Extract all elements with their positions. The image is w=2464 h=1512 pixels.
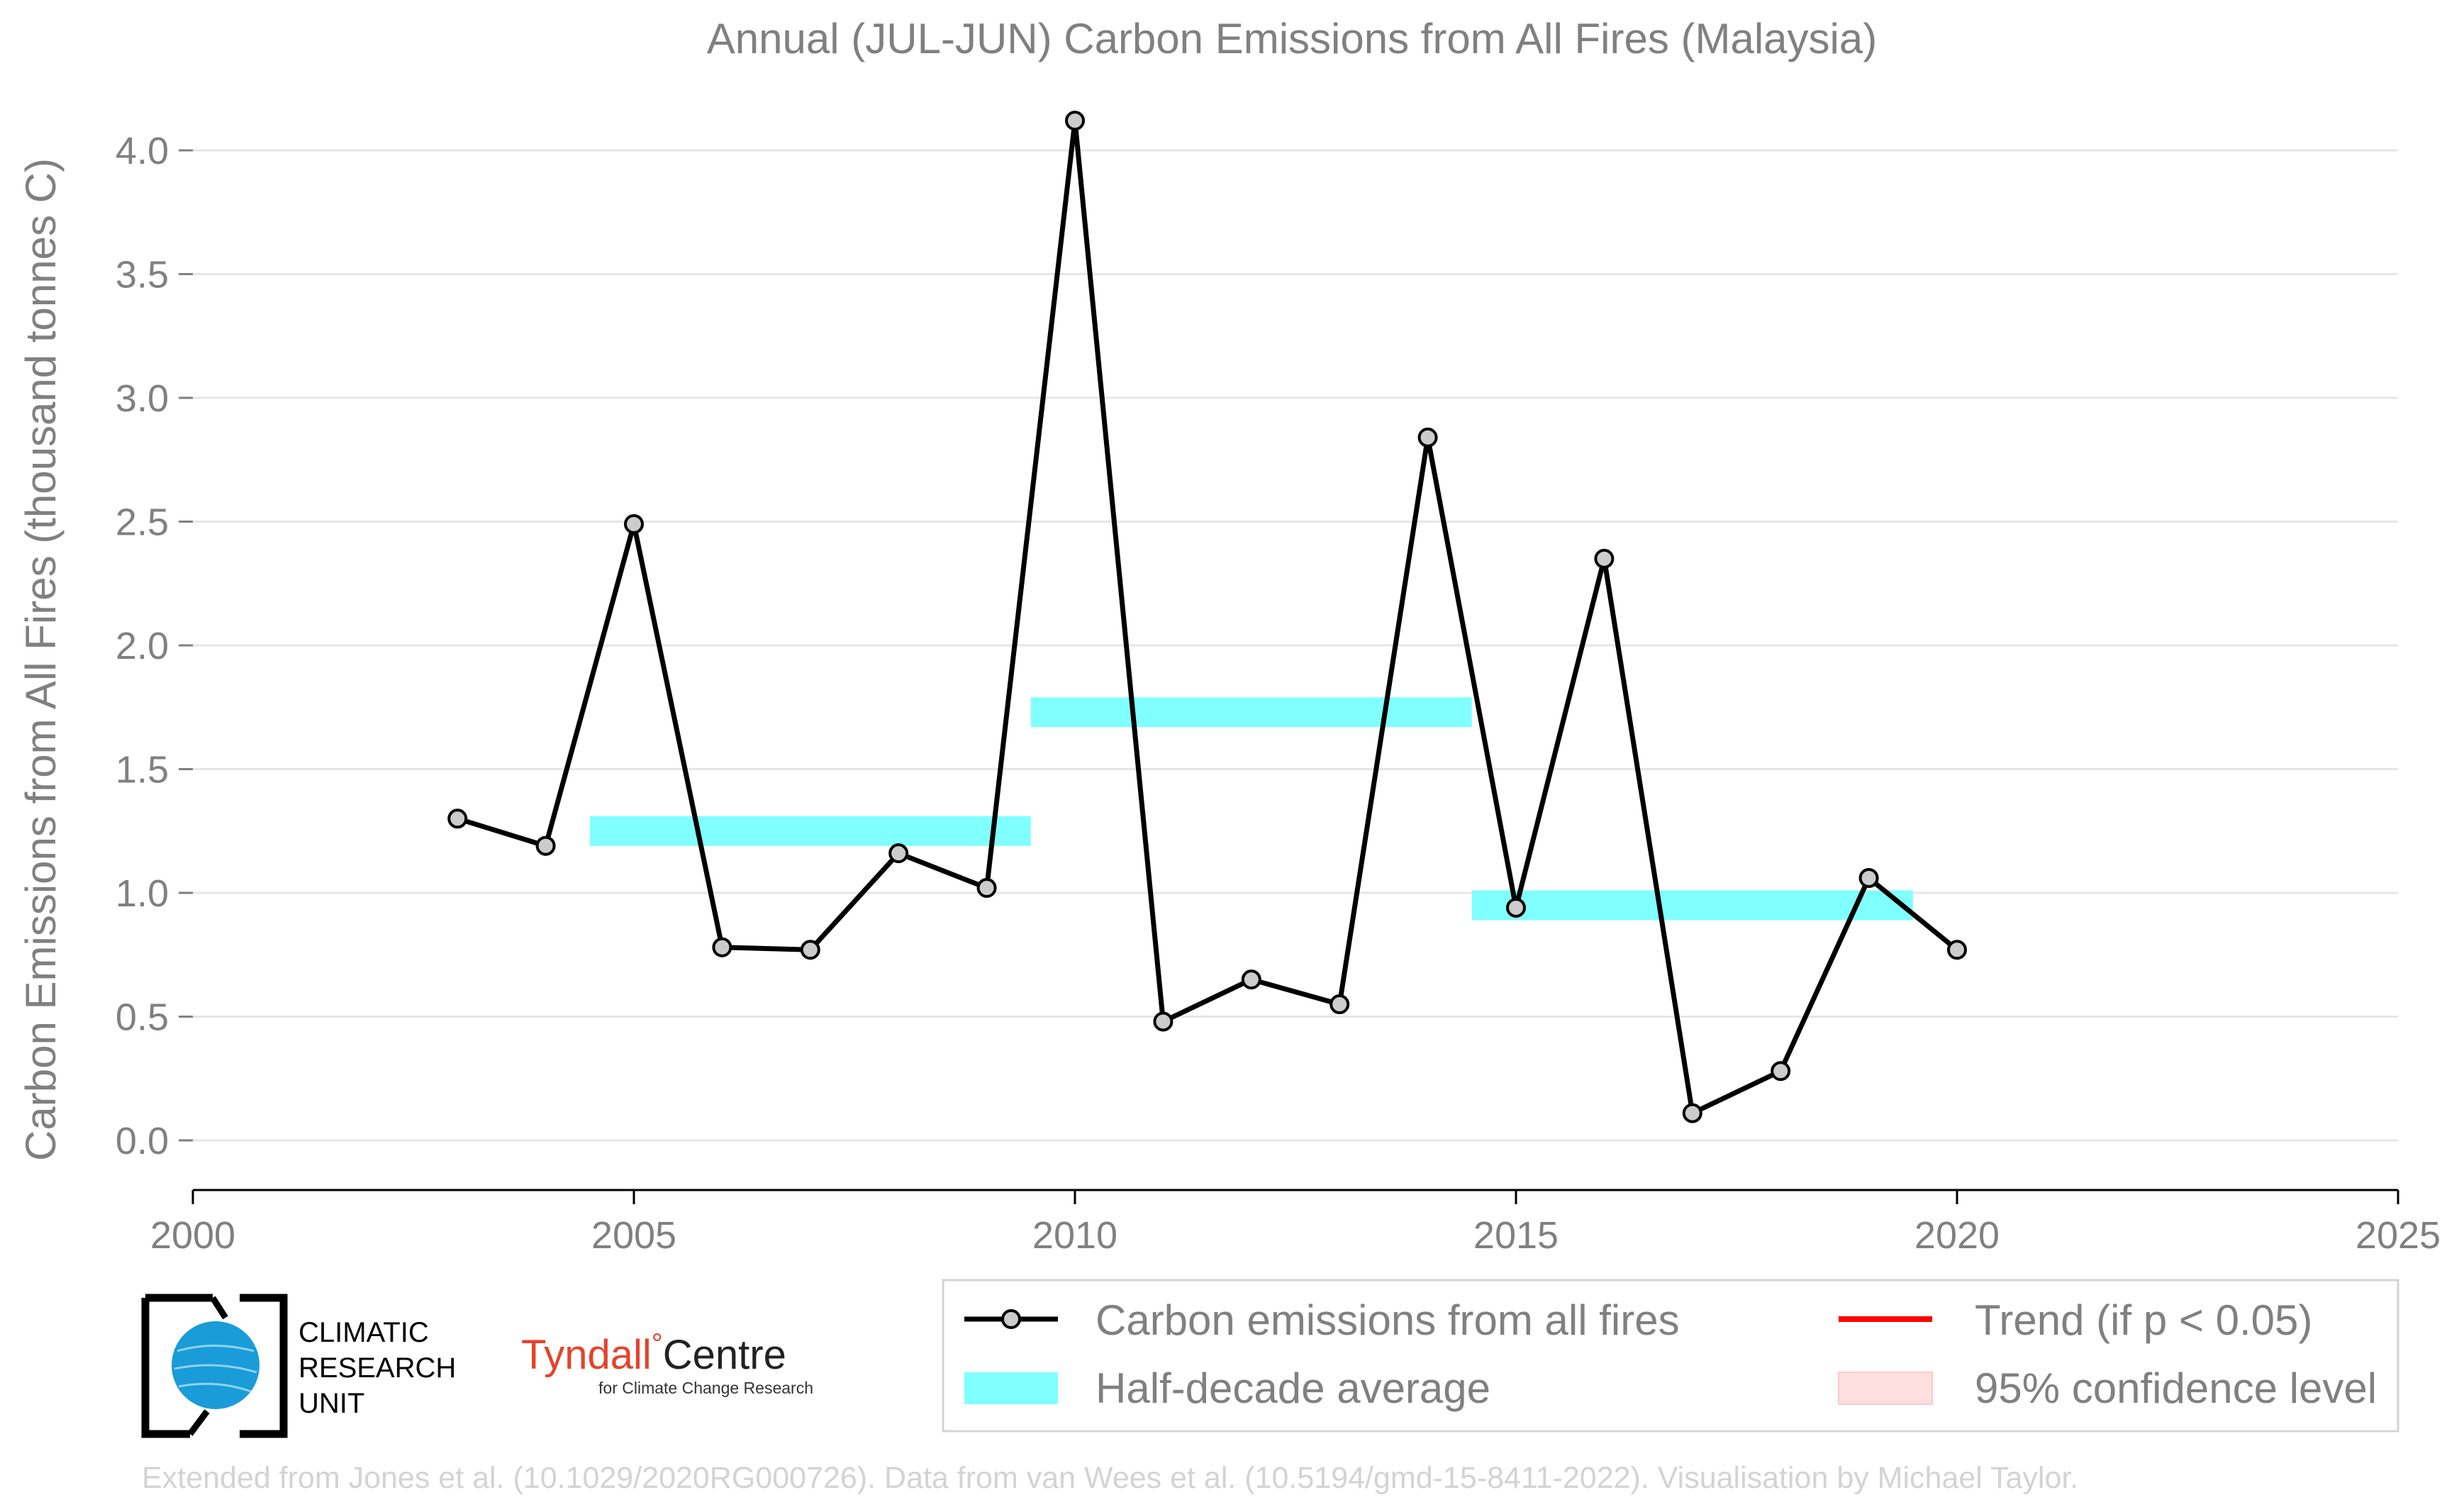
x-tick-label: 2000 — [150, 1214, 235, 1257]
half-decade-average-bars — [589, 697, 1913, 921]
y-tick-label: 1.5 — [116, 749, 169, 791]
x-axis-ticks: 2000 2005 2010 2015 2020 2025 — [150, 1190, 2441, 1257]
data-point — [1065, 111, 1085, 131]
legend-label-trend: Trend (if p < 0.05) — [1975, 1296, 2312, 1344]
data-point — [1417, 427, 1438, 448]
y-tick-label: 1.0 — [116, 872, 169, 915]
chart-title: Annual (JUL-JUN) Carbon Emissions from A… — [707, 15, 1877, 62]
data-point — [1153, 1011, 1174, 1032]
legend-label-emissions: Carbon emissions from all fires — [1096, 1296, 1680, 1344]
data-point — [712, 937, 732, 957]
y-tick-label: 0.5 — [116, 996, 169, 1039]
data-point — [888, 843, 909, 864]
legend-item-trend: Trend (if p < 0.05) — [1839, 1296, 2312, 1344]
y-tick-label: 0.0 — [116, 1120, 169, 1162]
tyndall-name-left: Tyndall — [521, 1332, 652, 1378]
data-point — [535, 835, 556, 856]
tyndall-subtitle: for Climate Change Research — [598, 1379, 813, 1397]
svg-text:Tyndall°Centre: Tyndall°Centre — [521, 1328, 786, 1378]
x-tick-label: 2005 — [591, 1214, 676, 1257]
grid-lines — [193, 149, 2398, 1142]
tyndall-logo: Tyndall°Centre for Climate Change Resear… — [521, 1328, 813, 1397]
y-tick-label: 3.5 — [116, 254, 169, 296]
x-tick-label: 2025 — [2356, 1214, 2441, 1257]
data-point — [1329, 994, 1350, 1015]
cru-logo-line2: RESEARCH — [299, 1352, 456, 1384]
x-tick-label: 2020 — [1914, 1214, 2000, 1257]
y-axis-label: Carbon Emissions from All Fires (thousan… — [17, 158, 65, 1161]
legend-item-confidence: 95% confidence level — [1838, 1364, 2377, 1412]
tyndall-name-right: Centre — [663, 1332, 786, 1378]
emissions-markers — [447, 111, 1967, 1123]
y-tick-label: 4.0 — [116, 130, 169, 172]
data-point — [800, 940, 820, 960]
emissions-series — [457, 118, 1959, 1116]
cru-logo: CLIMATIC RESEARCH UNIT — [141, 1294, 456, 1438]
data-point — [1858, 868, 1879, 889]
data-point — [976, 878, 997, 899]
data-point — [447, 808, 468, 829]
cru-logo-line1: CLIMATIC — [299, 1317, 429, 1348]
legend-label-half-decade: Half-decade average — [1096, 1364, 1490, 1412]
data-point — [1682, 1103, 1702, 1123]
data-point — [624, 513, 644, 534]
tyndall-degree: ° — [652, 1328, 663, 1360]
legend: Carbon emissions from all fires Trend (i… — [942, 1279, 2399, 1433]
data-point — [1594, 548, 1615, 569]
legend-item-emissions: Carbon emissions from all fires — [964, 1296, 1680, 1344]
legend-frame — [942, 1279, 2399, 1433]
data-point — [1771, 1061, 1791, 1082]
emissions-line — [457, 118, 1959, 1116]
x-tick-label: 2010 — [1032, 1214, 1117, 1257]
legend-item-half-decade: Half-decade average — [964, 1364, 1490, 1412]
data-point — [1947, 940, 1967, 960]
legend-label-confidence: 95% confidence level — [1975, 1364, 2377, 1412]
y-tick-label: 2.5 — [116, 501, 169, 544]
data-point — [1506, 897, 1526, 918]
x-tick-label: 2015 — [1473, 1214, 1559, 1257]
cru-logo-line3: UNIT — [299, 1388, 364, 1419]
data-point — [1241, 969, 1261, 990]
y-axis-ticks: 0.0 0.5 1.0 1.5 2.0 2.5 3.0 3.5 4.0 — [116, 130, 193, 1162]
y-tick-label: 2.0 — [116, 625, 169, 667]
footer-credits: Extended from Jones et al. (10.1029/2020… — [142, 1461, 2078, 1495]
y-tick-label: 3.0 — [116, 377, 169, 420]
